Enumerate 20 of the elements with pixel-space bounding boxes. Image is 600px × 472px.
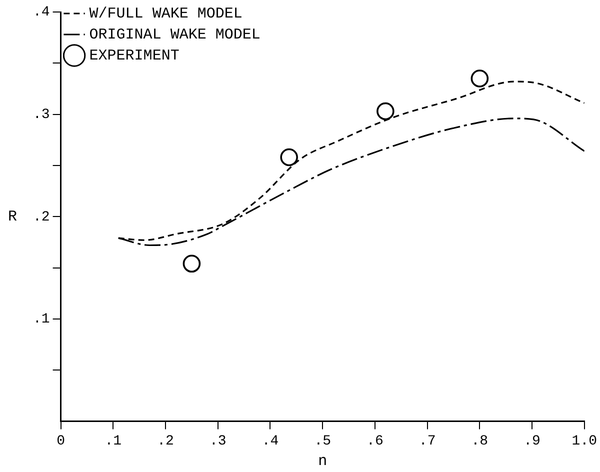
x-tick-label: .9 (524, 433, 540, 450)
legend-label: W/FULL WAKE MODEL (89, 5, 242, 22)
legend-label: EXPERIMENT (89, 47, 180, 64)
y-tick-label: .1 (32, 312, 50, 328)
x-tick-label: .3 (209, 433, 226, 450)
y-tick-label: .2 (32, 209, 50, 226)
y-axis-title: R (8, 208, 18, 226)
legend-label: ORIGINAL WAKE MODEL (89, 26, 260, 44)
x-tick-label: .4 (262, 433, 279, 450)
x-tick-label: .6 (366, 433, 384, 450)
x-tick-label: 1.0 (572, 433, 598, 450)
x-tick-label: .5 (314, 433, 332, 450)
x-tick-label: .8 (471, 433, 488, 450)
x-tick-label: 0 (56, 433, 66, 450)
x-tick-label: .7 (418, 433, 436, 450)
y-tick-label: .3 (32, 107, 50, 124)
x-tick-label: .1 (104, 433, 122, 450)
x-axis-title: n (318, 452, 328, 470)
x-tick-label: .2 (157, 433, 174, 450)
y-tick-label: .4 (32, 4, 50, 21)
